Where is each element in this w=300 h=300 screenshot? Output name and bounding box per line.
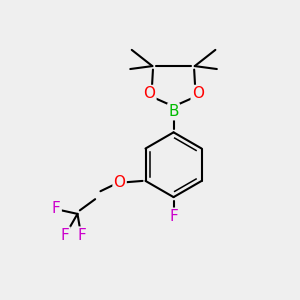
Text: F: F	[52, 201, 61, 216]
Text: B: B	[168, 104, 179, 119]
Text: F: F	[77, 228, 86, 243]
Text: O: O	[114, 175, 126, 190]
Text: O: O	[143, 86, 155, 101]
Text: O: O	[192, 86, 204, 101]
Text: F: F	[61, 228, 70, 243]
Text: F: F	[169, 209, 178, 224]
